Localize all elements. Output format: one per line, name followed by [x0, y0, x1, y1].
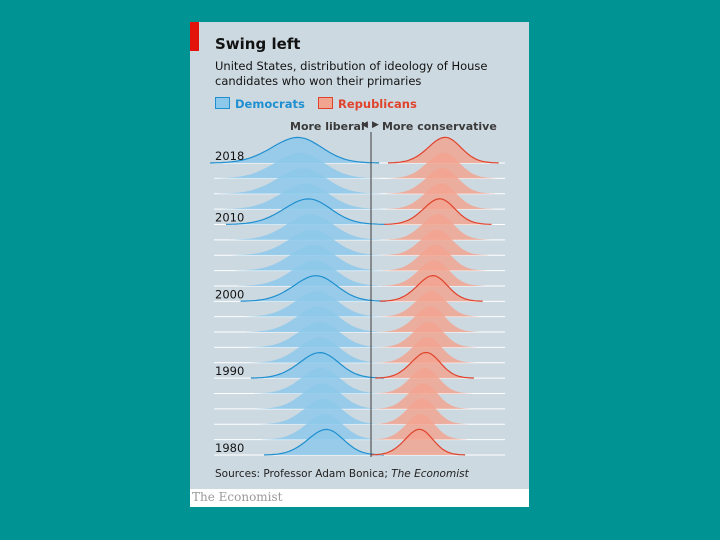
year-label-2018: 2018 [215, 149, 244, 163]
accent-bar [190, 22, 199, 51]
rep-density-2002 [380, 260, 485, 286]
dem-density-1980 [264, 429, 385, 455]
legend-democrats: Democrats [215, 97, 305, 111]
dem-density-2006 [232, 229, 387, 256]
dem-density-1992 [249, 337, 386, 363]
chart-subtitle-line-2: candidates who won their primaries [215, 74, 422, 88]
rep-density-1994 [377, 321, 478, 348]
rep-outline-2010 [384, 198, 492, 225]
rep-density-1980 [370, 429, 466, 455]
rep-density-2014 [386, 168, 496, 194]
legend-label-democrats: Democrats [235, 97, 305, 111]
rep-density-1992 [376, 337, 476, 363]
footer-bar: The Economist [190, 489, 529, 507]
arrow-right-icon: ▶ [372, 120, 379, 130]
chart-subtitle-line-1: United States, distribution of ideology … [215, 59, 488, 73]
dem-density-1982 [261, 414, 385, 440]
rep-density-1998 [378, 291, 481, 317]
rep-density-2004 [381, 244, 487, 271]
rep-density-2006 [382, 229, 489, 256]
direction-label-conservative: More conservative [382, 120, 497, 133]
dem-density-1998 [243, 291, 387, 317]
rep-density-2012 [385, 183, 494, 210]
dem-density-1986 [256, 383, 384, 409]
legend-swatch-democrats [215, 97, 230, 109]
dem-density-1988 [253, 368, 384, 394]
rep-density-1996 [378, 306, 480, 333]
rep-outline-2018 [387, 136, 499, 164]
year-label-1980: 1980 [215, 441, 244, 455]
dem-density-1994 [248, 321, 387, 348]
source-note: Sources: Professor Adam Bonica; The Econ… [215, 468, 469, 480]
dem-outline-2010 [226, 198, 385, 225]
dem-outline-2000 [240, 275, 387, 302]
dem-density-2008 [230, 214, 387, 240]
legend-republicans: Republicans [318, 97, 417, 111]
brand-wordmark: The Economist [192, 490, 283, 504]
dem-density-2014 [218, 168, 382, 194]
arrow-left-icon: ◀ [361, 120, 368, 130]
dem-density-1984 [258, 398, 384, 425]
rep-density-1986 [373, 383, 471, 409]
source-prefix: Sources: Professor Adam Bonica; [215, 468, 392, 480]
dem-density-2004 [235, 245, 387, 271]
legend-swatch-republicans [318, 97, 333, 109]
year-label-1990: 1990 [215, 364, 244, 378]
rep-outline-2000 [379, 274, 483, 302]
dem-density-2002 [237, 260, 387, 286]
rep-density-1982 [371, 414, 467, 440]
chart-title: Swing left [215, 35, 301, 53]
source-publication: The Economist [391, 468, 469, 480]
ridgeline-plot: 2018 2010 2000 1990 1980 [210, 132, 505, 457]
rep-density-1984 [372, 398, 469, 425]
rep-density-2016 [387, 152, 497, 179]
year-label-2010: 2010 [215, 210, 244, 224]
dem-outline-1980 [264, 428, 385, 456]
dem-outline-2018 [210, 136, 380, 164]
year-label-2000: 2000 [215, 287, 244, 301]
rep-outline-1990 [375, 351, 474, 379]
legend-label-republicans: Republicans [338, 97, 417, 111]
dem-outline-1990 [250, 351, 384, 379]
rep-outline-1980 [370, 428, 466, 456]
chart-card: Swing left United States, distribution o… [190, 22, 529, 507]
dem-density-1996 [245, 306, 387, 333]
dem-density-2012 [222, 183, 384, 210]
rep-density-2008 [383, 214, 490, 240]
dem-density-2016 [214, 152, 381, 179]
direction-label-liberal: More liberal [290, 120, 365, 133]
rep-density-1988 [374, 367, 473, 394]
